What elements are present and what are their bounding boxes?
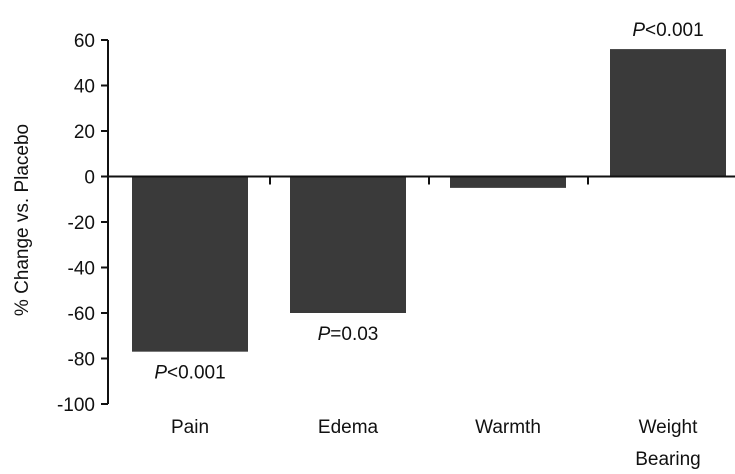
p-value-label: P<0.001 bbox=[632, 20, 703, 41]
y-tick-label: -60 bbox=[68, 304, 95, 325]
p-value-label: P=0.03 bbox=[318, 324, 379, 345]
category-label: Warmth bbox=[475, 417, 541, 438]
y-tick-label: 0 bbox=[84, 168, 95, 189]
y-axis-title: % Change vs. Placebo bbox=[12, 124, 33, 316]
bar bbox=[450, 176, 566, 188]
y-tick-label: -40 bbox=[68, 259, 95, 280]
y-tick-label: 60 bbox=[74, 31, 95, 52]
bar bbox=[290, 176, 406, 313]
bar bbox=[132, 176, 248, 352]
bar bbox=[610, 49, 726, 177]
category-label: Edema bbox=[318, 417, 379, 438]
y-tick-label: -20 bbox=[68, 213, 95, 234]
y-tick-label: -80 bbox=[68, 350, 95, 371]
y-tick-label: 40 bbox=[74, 77, 95, 98]
y-tick-label: -100 bbox=[57, 395, 95, 416]
category-label: Weight Bearing bbox=[635, 417, 701, 470]
p-value-label: P<0.001 bbox=[154, 363, 225, 384]
y-tick-label: 20 bbox=[74, 122, 95, 143]
category-label: Pain bbox=[171, 417, 209, 438]
